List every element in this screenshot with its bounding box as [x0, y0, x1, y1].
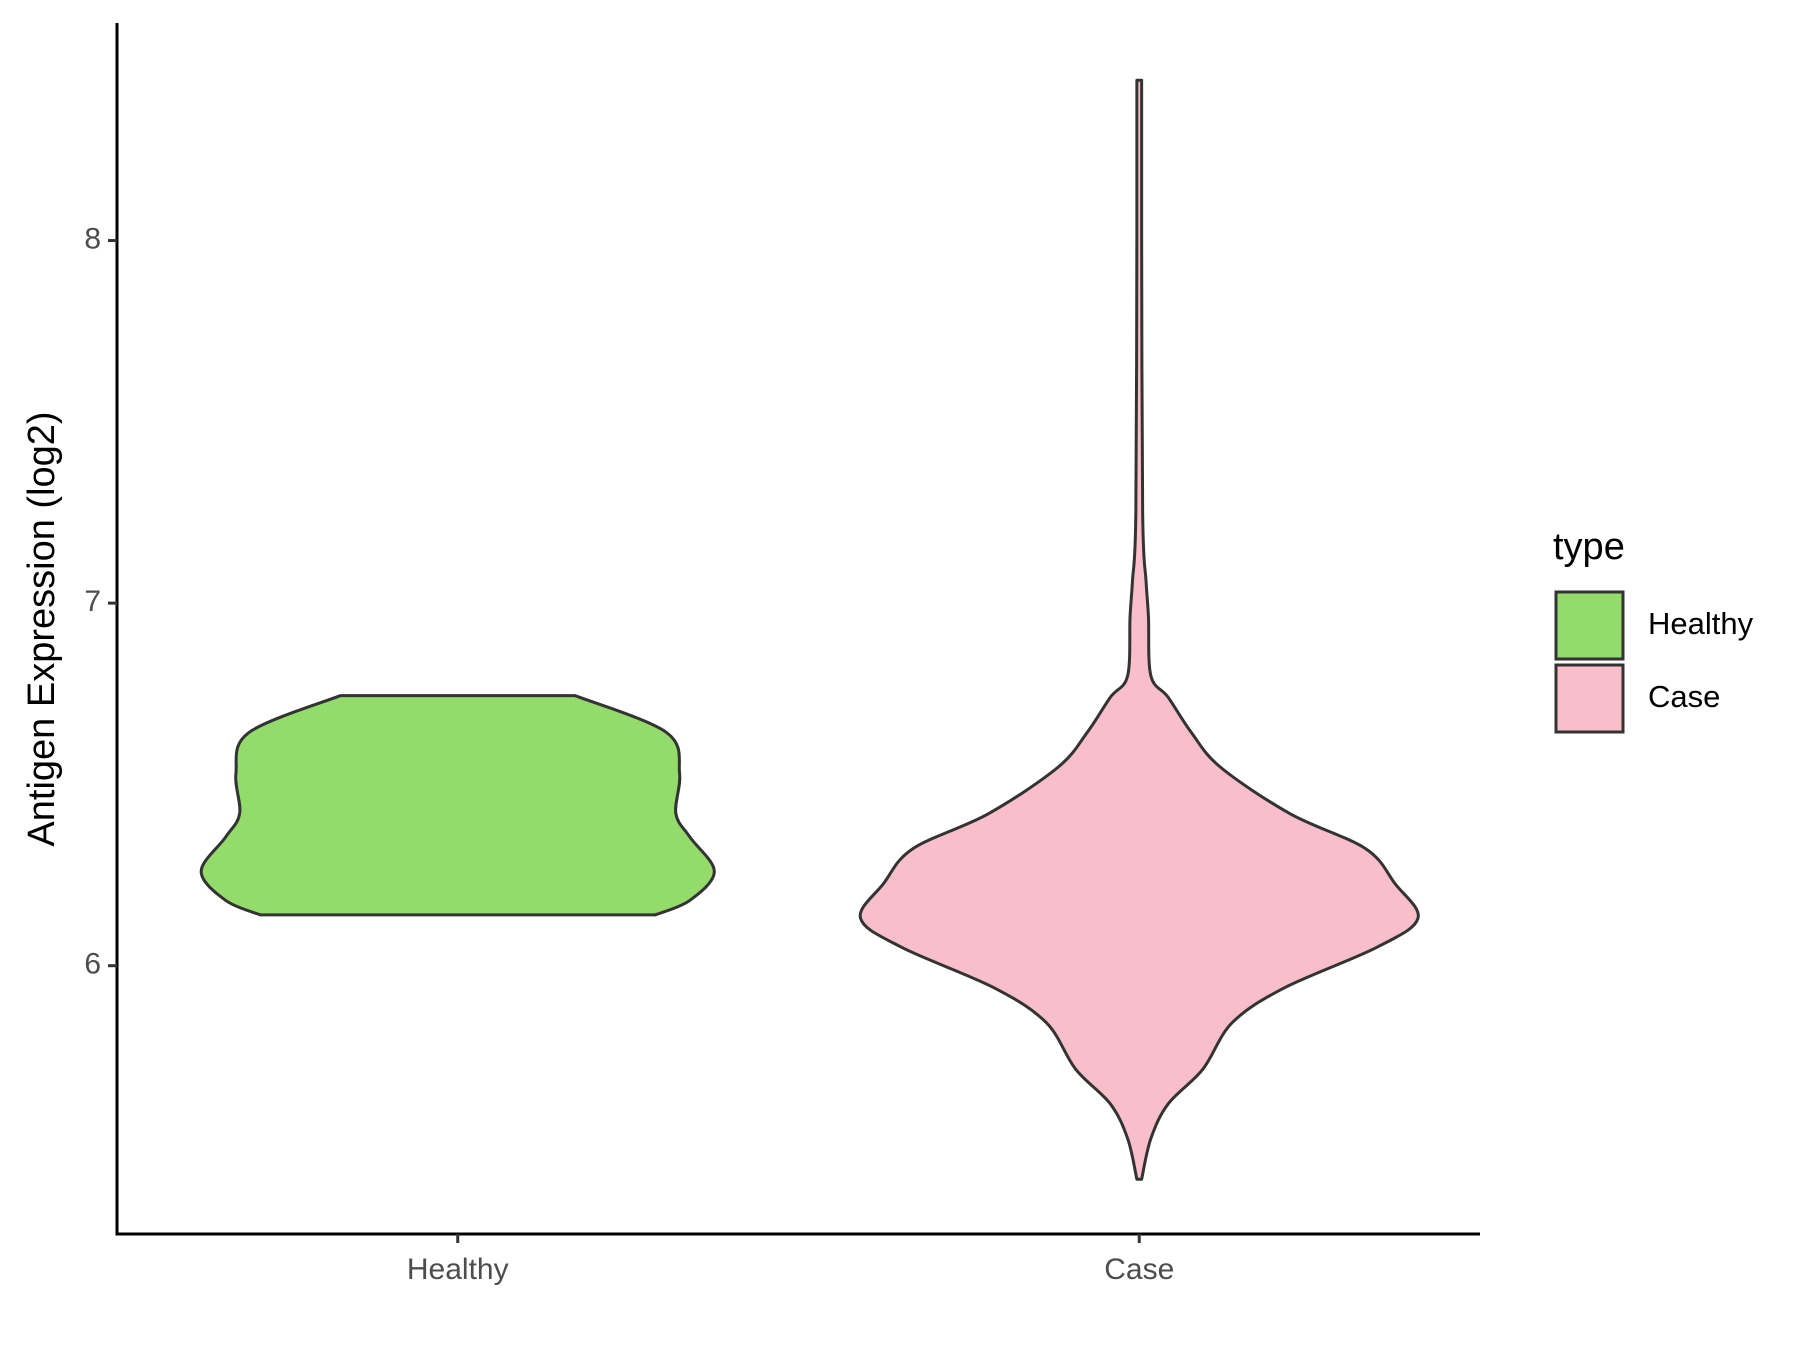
legend-key: [1554, 663, 1625, 734]
legend-label: Healthy: [1648, 606, 1754, 641]
y-tick-label: 7: [84, 585, 101, 618]
legend-label: Case: [1648, 679, 1720, 714]
x-tick-label: Case: [1104, 1253, 1174, 1286]
y-tick-label: 6: [84, 948, 101, 981]
violin: [858, 78, 1420, 1181]
violin: [199, 694, 716, 917]
legend-title: type: [1553, 526, 1625, 568]
y-tick-label: 8: [84, 222, 101, 255]
legend-key: [1554, 590, 1625, 661]
x-tick-label: Healthy: [407, 1253, 509, 1286]
y-axis-title: Antigen Expression (log2): [21, 411, 63, 846]
